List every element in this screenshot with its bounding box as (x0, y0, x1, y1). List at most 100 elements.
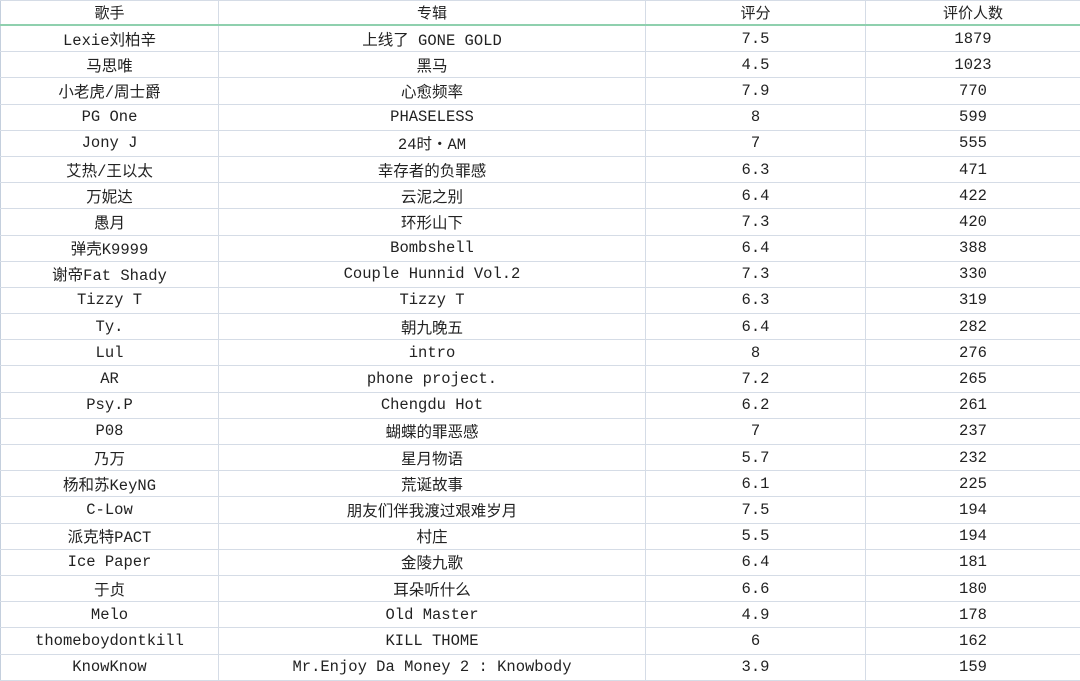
cell-rating[interactable]: 7.3 (645, 260, 866, 288)
cell-singer[interactable]: 愚月 (0, 208, 219, 236)
cell-review-count[interactable]: 162 (865, 627, 1080, 655)
cell-review-count[interactable]: 225 (865, 470, 1080, 498)
header-review-count[interactable]: 评价人数 (865, 0, 1080, 26)
cell-singer[interactable]: 弹壳K9999 (0, 234, 219, 262)
cell-review-count[interactable]: 265 (865, 365, 1080, 393)
cell-rating[interactable]: 6 (645, 627, 866, 655)
cell-rating[interactable]: 7.3 (645, 208, 866, 236)
cell-review-count[interactable]: 194 (865, 522, 1080, 550)
cell-review-count[interactable]: 770 (865, 77, 1080, 105)
cell-album[interactable]: 云泥之别 (218, 182, 646, 210)
cell-rating[interactable]: 7 (645, 129, 866, 157)
cell-album[interactable]: KILL THOME (218, 627, 646, 655)
cell-review-count[interactable]: 1023 (865, 51, 1080, 79)
cell-album[interactable]: 上线了 GONE GOLD (218, 24, 646, 53)
cell-rating[interactable]: 6.4 (645, 313, 866, 341)
cell-singer[interactable]: thomeboydontkill (0, 627, 219, 655)
cell-singer[interactable]: 万妮达 (0, 182, 219, 210)
cell-review-count[interactable]: 276 (865, 339, 1080, 367)
cell-rating[interactable]: 6.4 (645, 548, 866, 576)
cell-review-count[interactable]: 599 (865, 103, 1080, 131)
cell-singer[interactable]: Psy.P (0, 391, 219, 419)
cell-album[interactable]: 村庄 (218, 522, 646, 550)
cell-album[interactable]: 环形山下 (218, 208, 646, 236)
cell-singer[interactable]: Jony J (0, 129, 219, 157)
cell-album[interactable]: 金陵九歌 (218, 548, 646, 576)
cell-review-count[interactable]: 555 (865, 129, 1080, 157)
cell-rating[interactable]: 5.7 (645, 443, 866, 472)
cell-review-count[interactable]: 180 (865, 574, 1080, 603)
cell-review-count[interactable]: 420 (865, 208, 1080, 236)
cell-rating[interactable]: 4.5 (645, 51, 866, 79)
cell-singer[interactable]: 于贞 (0, 574, 219, 603)
cell-album[interactable]: 蝴蝶的罪恶感 (218, 417, 646, 446)
cell-album[interactable]: 幸存者的负罪感 (218, 155, 646, 184)
cell-rating[interactable]: 7.9 (645, 77, 866, 105)
cell-album[interactable]: 耳朵听什么 (218, 574, 646, 603)
header-singer[interactable]: 歌手 (0, 0, 219, 26)
cell-rating[interactable]: 6.2 (645, 391, 866, 419)
cell-review-count[interactable]: 330 (865, 260, 1080, 288)
cell-singer[interactable]: KnowKnow (0, 653, 219, 681)
cell-rating[interactable]: 6.4 (645, 234, 866, 262)
cell-album[interactable]: Old Master (218, 601, 646, 629)
cell-singer[interactable]: AR (0, 365, 219, 393)
cell-rating[interactable]: 6.3 (645, 155, 866, 184)
cell-album[interactable]: Couple Hunnid Vol.2 (218, 260, 646, 288)
cell-album[interactable]: 荒诞故事 (218, 470, 646, 498)
cell-review-count[interactable]: 159 (865, 653, 1080, 681)
cell-singer[interactable]: Melo (0, 601, 219, 629)
cell-album[interactable]: intro (218, 339, 646, 367)
cell-singer[interactable]: 谢帝Fat Shady (0, 260, 219, 288)
cell-review-count[interactable]: 181 (865, 548, 1080, 576)
cell-rating[interactable]: 6.3 (645, 286, 866, 315)
cell-rating[interactable]: 6.4 (645, 182, 866, 210)
cell-review-count[interactable]: 422 (865, 182, 1080, 210)
cell-rating[interactable]: 7 (645, 417, 866, 446)
cell-review-count[interactable]: 194 (865, 496, 1080, 524)
cell-review-count[interactable]: 1879 (865, 24, 1080, 53)
cell-rating[interactable]: 6.6 (645, 574, 866, 603)
cell-singer[interactable]: Tizzy T (0, 286, 219, 315)
cell-singer[interactable]: Lul (0, 339, 219, 367)
cell-review-count[interactable]: 232 (865, 443, 1080, 472)
header-album[interactable]: 专辑 (218, 0, 646, 26)
cell-singer[interactable]: P08 (0, 417, 219, 446)
cell-review-count[interactable]: 282 (865, 313, 1080, 341)
cell-album[interactable]: 朋友们伴我渡过艰难岁月 (218, 496, 646, 524)
header-rating[interactable]: 评分 (645, 0, 866, 26)
cell-rating[interactable]: 8 (645, 103, 866, 131)
cell-rating[interactable]: 5.5 (645, 522, 866, 550)
cell-rating[interactable]: 7.5 (645, 24, 866, 53)
cell-review-count[interactable]: 178 (865, 601, 1080, 629)
cell-album[interactable]: PHASELESS (218, 103, 646, 131)
cell-singer[interactable]: Ty. (0, 313, 219, 341)
cell-review-count[interactable]: 237 (865, 417, 1080, 446)
cell-rating[interactable]: 8 (645, 339, 866, 367)
cell-rating[interactable]: 6.1 (645, 470, 866, 498)
cell-singer[interactable]: 马思唯 (0, 51, 219, 79)
cell-review-count[interactable]: 471 (865, 155, 1080, 184)
cell-review-count[interactable]: 388 (865, 234, 1080, 262)
cell-singer[interactable]: 乃万 (0, 443, 219, 472)
cell-rating[interactable]: 4.9 (645, 601, 866, 629)
cell-album[interactable]: Tizzy T (218, 286, 646, 315)
cell-singer[interactable]: C-Low (0, 496, 219, 524)
cell-album[interactable]: Bombshell (218, 234, 646, 262)
cell-album[interactable]: 心愈频率 (218, 77, 646, 105)
cell-singer[interactable]: Lexie刘柏辛 (0, 24, 219, 53)
cell-review-count[interactable]: 319 (865, 286, 1080, 315)
cell-singer[interactable]: 艾热/王以太 (0, 155, 219, 184)
cell-album[interactable]: 24时・AM (218, 129, 646, 157)
cell-rating[interactable]: 3.9 (645, 653, 866, 681)
cell-album[interactable]: 星月物语 (218, 443, 646, 472)
cell-rating[interactable]: 7.2 (645, 365, 866, 393)
cell-album[interactable]: 黑马 (218, 51, 646, 79)
cell-singer[interactable]: 派克特PACT (0, 522, 219, 550)
cell-review-count[interactable]: 261 (865, 391, 1080, 419)
cell-singer[interactable]: Ice Paper (0, 548, 219, 576)
cell-rating[interactable]: 7.5 (645, 496, 866, 524)
cell-album[interactable]: phone project. (218, 365, 646, 393)
cell-album[interactable]: Mr.Enjoy Da Money 2 : Knowbody (218, 653, 646, 681)
cell-singer[interactable]: PG One (0, 103, 219, 131)
